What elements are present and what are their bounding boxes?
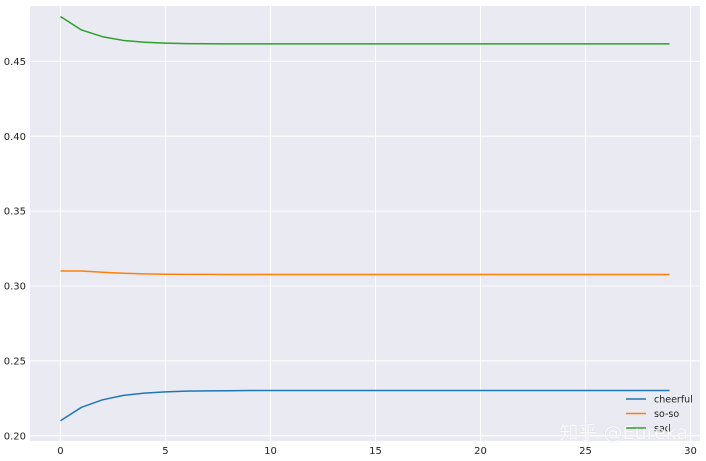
y-gridlines — [30, 60, 700, 437]
x-axis-tick-labels: 0 5 10 15 20 25 30 — [57, 446, 697, 457]
legend-label-so-so: so-so — [654, 409, 679, 420]
legend-label-sad: sad — [654, 424, 671, 435]
plot-area — [30, 6, 700, 441]
y-tick-label: 0.30 — [4, 282, 26, 293]
x-tick-label: 25 — [579, 446, 592, 457]
x-tick-label: 15 — [369, 446, 382, 457]
y-tick-label: 0.40 — [4, 132, 26, 143]
y-tick-label: 0.20 — [4, 431, 26, 442]
y-tick-label: 0.35 — [4, 207, 26, 218]
legend-label-cheerful: cheerful — [654, 395, 693, 406]
x-tick-label: 5 — [162, 446, 168, 457]
y-tick-label: 0.45 — [4, 57, 26, 68]
series-line-cheerful — [60, 389, 670, 422]
x-gridlines — [59, 6, 692, 441]
x-tick-label: 10 — [264, 446, 277, 457]
x-tick-label: 30 — [684, 446, 697, 457]
series-line-so-so — [60, 270, 670, 276]
legend: cheerful so-so sad — [626, 395, 693, 435]
x-tick-label: 0 — [57, 446, 63, 457]
y-axis-tick-labels: 0.20 0.25 0.30 0.35 0.40 0.45 — [4, 57, 26, 442]
watermark-text: 知乎 @Eureka — [559, 422, 688, 444]
y-tick-label: 0.25 — [4, 356, 26, 367]
series-line-sad — [60, 15, 670, 45]
x-tick-label: 20 — [474, 446, 487, 457]
series-lines — [60, 15, 670, 422]
